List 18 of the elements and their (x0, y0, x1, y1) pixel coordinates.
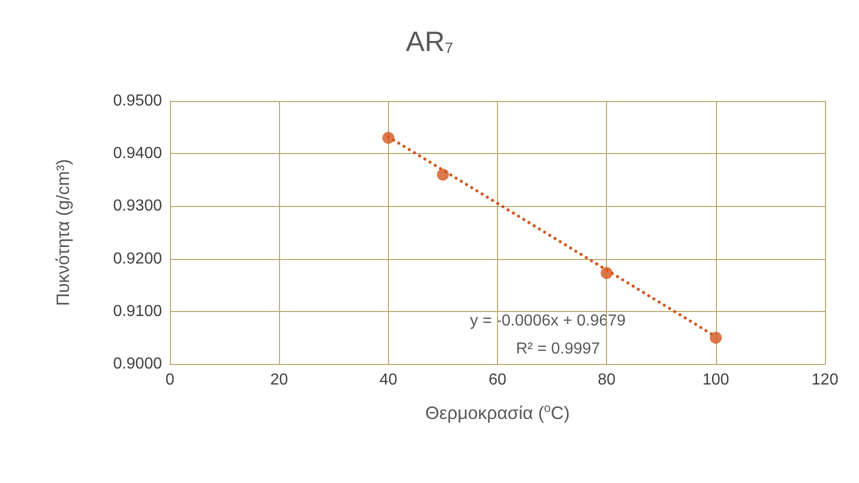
y-tick-label: 0.9200 (113, 250, 162, 268)
y-tick-label: 0.9100 (113, 302, 162, 320)
point (710, 332, 722, 344)
x-tick-label: 120 (812, 372, 838, 388)
y-tick-label: 0.9400 (113, 145, 162, 162)
x-tick-label: 40 (379, 372, 398, 388)
y-axis-title: Πυκνότητα (g/cm³) (53, 159, 73, 306)
x-tick-label: 60 (488, 372, 506, 388)
y-tick-label: 0.9300 (113, 198, 162, 215)
y-tick-label: 0.9000 (113, 356, 162, 372)
annotation: R² = 0.9997 (516, 340, 600, 358)
chart-title: AR7 (406, 26, 454, 57)
y-tick-label: 0.9500 (113, 92, 162, 110)
x-tick-label: 100 (702, 372, 730, 388)
x-tick-label: 20 (270, 372, 288, 388)
x-tick-label: 0 (166, 372, 175, 388)
point (436, 168, 449, 181)
x-tick-label: 80 (598, 372, 616, 388)
